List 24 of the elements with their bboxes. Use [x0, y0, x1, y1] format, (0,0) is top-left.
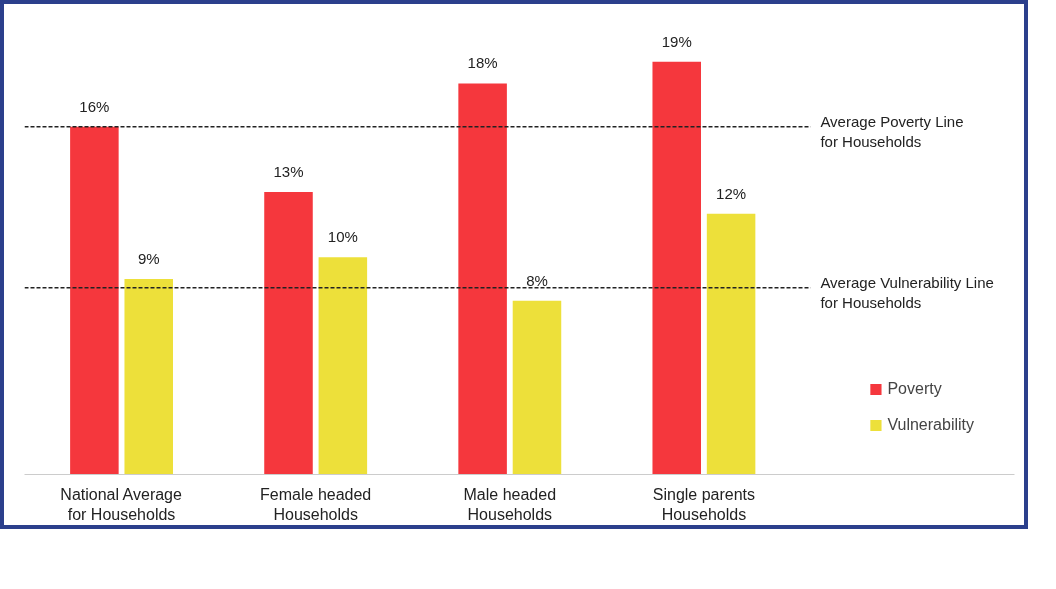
data-label: 12% — [716, 184, 747, 202]
legend-label: Vulnerability — [887, 416, 974, 434]
bar — [318, 257, 368, 475]
ref-line-label: Average Vulnerability Line for Households — [820, 273, 994, 312]
data-label: 8% — [526, 271, 548, 289]
x-tick-label: Male headed Households — [463, 485, 557, 523]
data-label: 18% — [467, 54, 498, 72]
data-label: 19% — [661, 32, 692, 50]
data-label: 10% — [327, 228, 358, 246]
bar — [124, 278, 173, 475]
x-tick-label: Female headed Households — [260, 485, 372, 523]
x-tick-label: Single parents Households — [652, 485, 756, 523]
ref-line-label: Average Poverty Line for Households — [820, 112, 964, 151]
data-label: 16% — [79, 97, 110, 115]
bar — [70, 126, 119, 475]
data-label: 13% — [273, 163, 304, 181]
bar — [458, 83, 507, 475]
data-label: 9% — [137, 249, 160, 267]
bar — [652, 61, 701, 475]
bar — [264, 192, 313, 475]
bar — [706, 213, 756, 475]
x-tick-label: National Average for Households — [60, 485, 182, 523]
legend-label: Poverty — [887, 380, 942, 398]
bar — [512, 300, 562, 475]
